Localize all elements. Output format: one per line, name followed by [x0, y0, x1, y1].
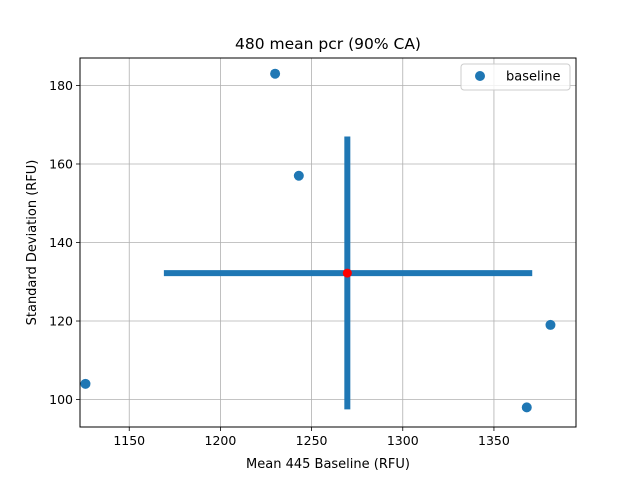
data-point [270, 68, 281, 79]
chart-title: 480 mean pcr (90% CA) [235, 35, 421, 53]
scatter-points [80, 68, 556, 413]
x-tick-label: 1200 [205, 433, 237, 448]
x-ticks: 1150 1200 1250 1300 1350 [113, 427, 510, 448]
data-point [545, 319, 556, 330]
y-ticks: 100 120 140 160 180 [49, 78, 80, 407]
y-tick-label: 140 [49, 235, 73, 250]
center-point [342, 268, 352, 278]
y-tick-label: 160 [49, 156, 73, 171]
data-point [293, 170, 304, 181]
legend-marker [475, 71, 485, 81]
legend: baseline [460, 63, 571, 91]
x-axis-label: Mean 445 Baseline (RFU) [246, 457, 410, 472]
data-point [521, 402, 532, 413]
y-tick-label: 100 [49, 392, 73, 407]
y-axis-label: Standard Deviation (RFU) [25, 160, 40, 326]
data-point [80, 378, 91, 389]
x-tick-label: 1150 [113, 433, 145, 448]
y-tick-label: 180 [49, 78, 73, 93]
x-tick-label: 1350 [478, 433, 510, 448]
legend-label: baseline [506, 70, 560, 85]
x-tick-label: 1250 [296, 433, 328, 448]
legend-frame [460, 63, 571, 91]
center-point-group [342, 268, 352, 278]
x-tick-label: 1300 [387, 433, 419, 448]
y-tick-label: 120 [49, 314, 73, 329]
